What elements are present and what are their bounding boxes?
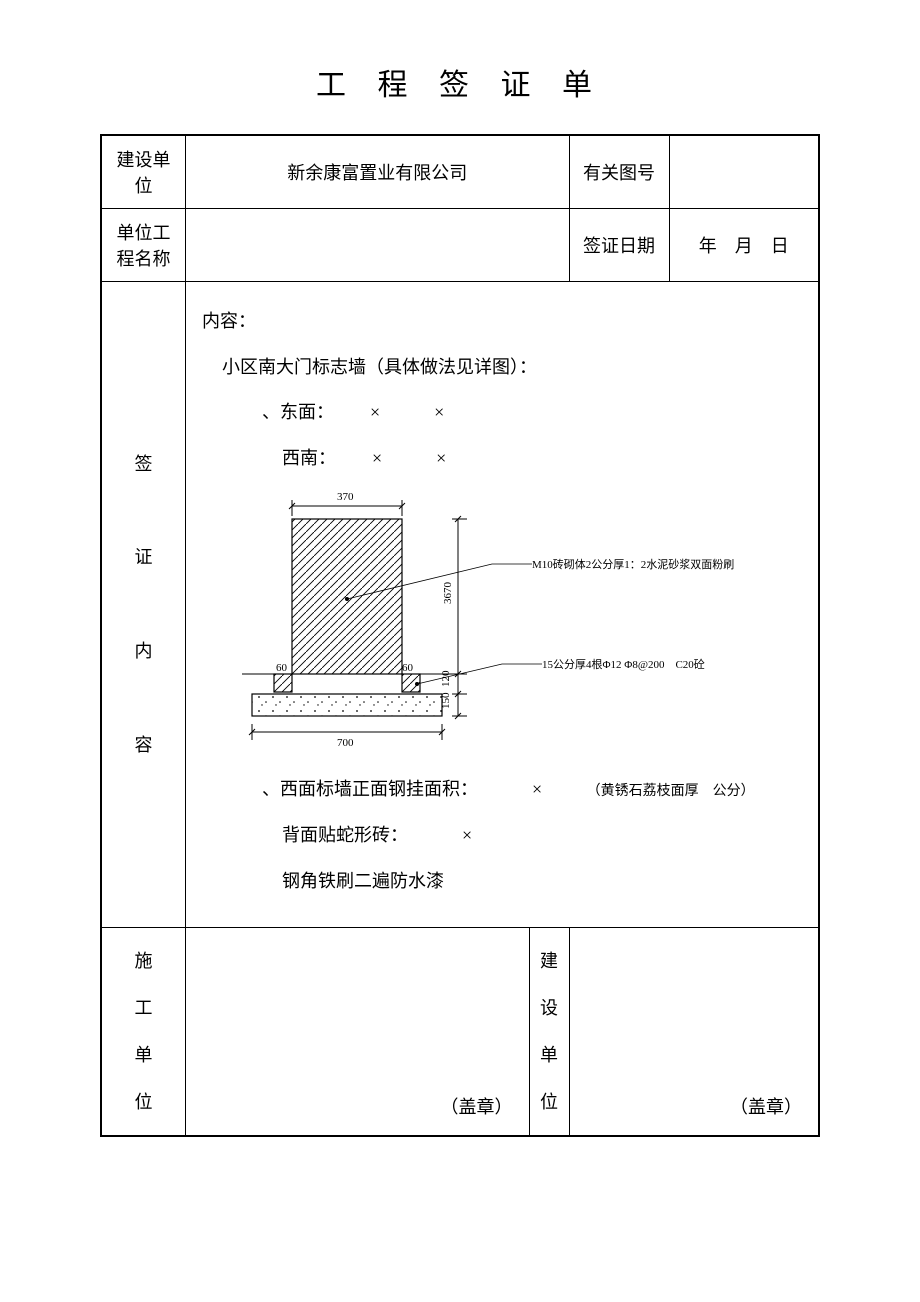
footer-left-stamp: （盖章）: [186, 928, 530, 1137]
value-construction-unit: 新余康富置业有限公司: [186, 135, 570, 209]
diagram: 370 60 60: [242, 484, 802, 764]
form-table: 建设单位 新余康富置业有限公司 有关图号 单位工程名称 签证日期 年 月 日 签…: [100, 134, 820, 1137]
footer-right-stamp: （盖章）: [569, 928, 819, 1137]
dim-top: 370: [337, 491, 354, 503]
concrete-base: [252, 694, 442, 716]
value-date: 年 月 日: [669, 209, 819, 282]
value-drawing-no: [669, 135, 819, 209]
doc-title: 工 程 签 证 单: [100, 60, 820, 104]
footer-left-label: 施 工 单 位: [101, 928, 186, 1137]
content-cell: 内容： 小区南大门标志墙（具体做法见详图）： 、东面： × × 西南： × ×: [186, 282, 820, 928]
brick-body: [292, 519, 402, 674]
label-construction-unit: 建设单位: [101, 135, 186, 209]
item-wall: 、西面标墙正面钢挂面积： × （黄锈石荔枝面厚 公分）: [202, 770, 802, 810]
label-project-name: 单位工程名称: [101, 209, 186, 282]
step-left: [274, 674, 292, 692]
content-southwest: 西南： × ×: [202, 439, 802, 479]
dim-height: 3670: [442, 582, 454, 605]
content-heading: 内容：: [202, 302, 802, 342]
footer-right-label: 建 设 单 位: [529, 928, 569, 1137]
label-date: 签证日期: [569, 209, 669, 282]
content-line1: 小区南大门标志墙（具体做法见详图）：: [202, 348, 802, 388]
item-back: 背面贴蛇形砖： ×: [202, 816, 802, 856]
side-label-content: 签 证 内 容: [101, 282, 186, 928]
item-paint: 钢角铁刷二遍防水漆: [202, 862, 802, 902]
dim-bottom: 700: [337, 737, 354, 749]
dim-150: 150: [440, 692, 452, 709]
label-drawing-no: 有关图号: [569, 135, 669, 209]
annotation-bottom: 15公分厚4根Φ12 Φ8@200 C20砼: [542, 657, 705, 671]
value-project-name: [186, 209, 570, 282]
dim-60-right: 60: [402, 662, 414, 674]
content-east: 、东面： × ×: [202, 393, 802, 433]
dim-60-left: 60: [276, 662, 288, 674]
annotation-top: M10砖砌体2公分厚1：2水泥砂浆双面粉刷: [532, 557, 734, 571]
